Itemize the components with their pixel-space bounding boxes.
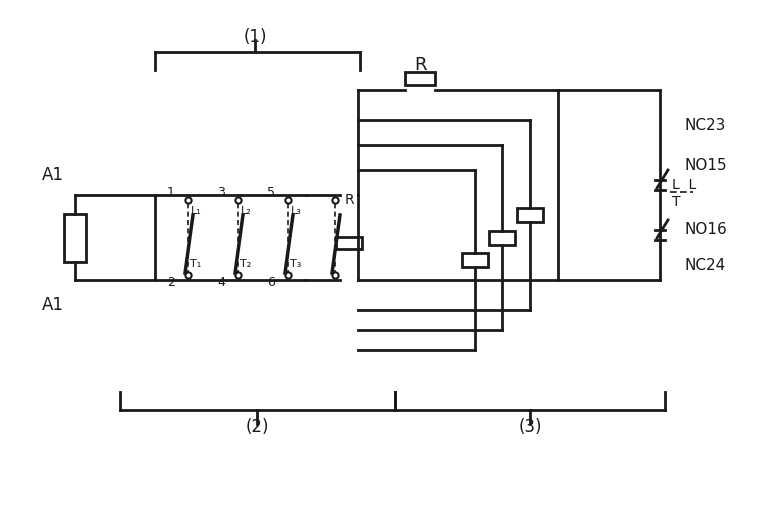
Text: 6: 6 (267, 277, 275, 289)
Text: 4: 4 (217, 277, 225, 289)
Text: 1: 1 (167, 185, 175, 198)
Text: A1: A1 (42, 296, 64, 314)
Text: L₃: L₃ (290, 206, 302, 216)
Text: A1: A1 (42, 166, 64, 184)
Text: NO16: NO16 (685, 223, 728, 237)
Bar (405, 72, 435, 84)
Text: (1): (1) (243, 28, 267, 46)
Text: 5: 5 (267, 185, 275, 198)
Text: L₂: L₂ (241, 206, 252, 216)
Text: NC24: NC24 (685, 258, 727, 273)
Text: T₃: T₃ (290, 259, 302, 269)
Text: NO15: NO15 (685, 158, 727, 173)
Text: L₁: L₁ (191, 206, 201, 216)
Bar (489, 230, 515, 244)
Text: T: T (672, 195, 680, 209)
Text: 2: 2 (167, 277, 175, 289)
Text: R: R (413, 56, 426, 74)
Text: T₂: T₂ (240, 259, 252, 269)
Text: (3): (3) (518, 418, 542, 436)
Bar (336, 236, 362, 248)
Bar (64, 214, 86, 262)
Text: 3: 3 (217, 185, 225, 198)
Text: L  L: L L (672, 178, 696, 192)
Bar (517, 208, 543, 222)
Text: T₁: T₁ (190, 259, 201, 269)
Text: (2): (2) (245, 418, 269, 436)
Bar (462, 253, 488, 267)
Text: R: R (344, 193, 354, 207)
Text: NC23: NC23 (685, 118, 727, 132)
